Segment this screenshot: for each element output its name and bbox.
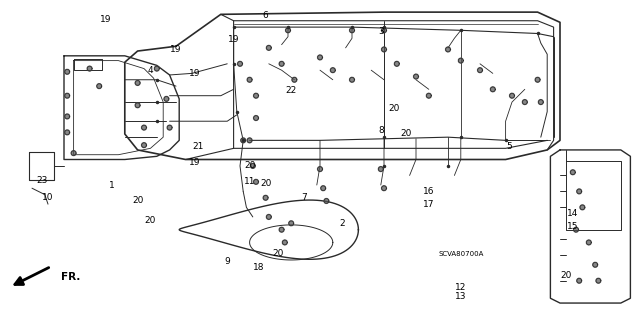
Text: 20: 20	[260, 179, 271, 188]
Polygon shape	[381, 186, 387, 191]
Polygon shape	[378, 167, 383, 172]
Polygon shape	[538, 100, 543, 105]
Text: 12: 12	[455, 283, 467, 292]
Polygon shape	[282, 240, 287, 245]
Polygon shape	[247, 77, 252, 82]
Text: 9: 9	[225, 257, 230, 266]
Polygon shape	[381, 28, 387, 33]
Polygon shape	[570, 170, 575, 175]
Text: 3: 3	[378, 27, 383, 36]
Polygon shape	[65, 69, 70, 74]
Text: 20: 20	[145, 216, 156, 225]
Text: 19: 19	[170, 45, 182, 54]
Polygon shape	[250, 163, 255, 168]
Polygon shape	[279, 227, 284, 232]
Text: 20: 20	[401, 130, 412, 138]
Polygon shape	[317, 167, 323, 172]
Text: 15: 15	[567, 222, 579, 231]
Polygon shape	[321, 186, 326, 191]
Polygon shape	[135, 103, 140, 108]
Polygon shape	[266, 214, 271, 219]
Polygon shape	[266, 45, 271, 50]
Polygon shape	[154, 66, 159, 71]
Polygon shape	[577, 189, 582, 194]
Polygon shape	[596, 278, 601, 283]
Polygon shape	[317, 55, 323, 60]
Polygon shape	[394, 61, 399, 66]
Polygon shape	[71, 151, 76, 156]
Text: 8: 8	[378, 126, 383, 135]
Polygon shape	[330, 68, 335, 73]
Polygon shape	[593, 262, 598, 267]
Text: 20: 20	[244, 161, 255, 170]
Polygon shape	[237, 61, 243, 66]
Text: 5: 5	[506, 142, 511, 151]
Text: 17: 17	[423, 200, 435, 209]
Text: 20: 20	[388, 104, 399, 113]
Text: 6: 6	[263, 11, 268, 20]
Polygon shape	[97, 84, 102, 89]
Text: 19: 19	[228, 35, 239, 44]
Text: 7: 7	[301, 193, 307, 202]
Polygon shape	[65, 93, 70, 98]
Polygon shape	[279, 61, 284, 66]
Text: 16: 16	[423, 187, 435, 196]
Polygon shape	[141, 143, 147, 148]
Text: 19: 19	[189, 69, 201, 78]
Polygon shape	[285, 28, 291, 33]
Polygon shape	[458, 58, 463, 63]
Polygon shape	[65, 130, 70, 135]
Polygon shape	[167, 125, 172, 130]
Text: 2: 2	[340, 219, 345, 228]
Polygon shape	[324, 198, 329, 204]
Polygon shape	[253, 179, 259, 184]
Polygon shape	[247, 138, 252, 143]
Polygon shape	[477, 68, 483, 73]
Text: 23: 23	[36, 176, 47, 185]
Text: 22: 22	[285, 86, 297, 95]
Text: 1: 1	[109, 181, 115, 189]
Polygon shape	[289, 221, 294, 226]
Text: 20: 20	[132, 197, 143, 205]
Polygon shape	[577, 278, 582, 283]
Polygon shape	[490, 87, 495, 92]
Polygon shape	[349, 28, 355, 33]
Polygon shape	[241, 138, 246, 143]
Text: 20: 20	[561, 271, 572, 280]
Text: 19: 19	[100, 15, 111, 24]
Polygon shape	[522, 100, 527, 105]
Polygon shape	[253, 115, 259, 121]
Polygon shape	[535, 77, 540, 82]
Text: 13: 13	[455, 292, 467, 301]
Text: 10: 10	[42, 193, 54, 202]
Polygon shape	[586, 240, 591, 245]
Polygon shape	[381, 47, 387, 52]
Text: 18: 18	[253, 263, 265, 272]
Polygon shape	[65, 114, 70, 119]
Polygon shape	[426, 93, 431, 98]
Polygon shape	[573, 227, 579, 232]
Polygon shape	[445, 47, 451, 52]
Polygon shape	[580, 205, 585, 210]
Text: SCVA80700A: SCVA80700A	[438, 251, 484, 256]
Polygon shape	[292, 77, 297, 82]
Text: 14: 14	[567, 209, 579, 218]
Polygon shape	[263, 195, 268, 200]
Polygon shape	[253, 93, 259, 98]
Polygon shape	[349, 77, 355, 82]
Text: 19: 19	[189, 158, 201, 167]
Polygon shape	[135, 80, 140, 85]
Text: 21: 21	[193, 142, 204, 151]
Polygon shape	[413, 74, 419, 79]
Polygon shape	[164, 96, 169, 101]
Text: 20: 20	[273, 249, 284, 258]
Text: FR.: FR.	[61, 271, 80, 282]
Text: 4: 4	[148, 66, 153, 75]
Polygon shape	[141, 125, 147, 130]
Polygon shape	[87, 66, 92, 71]
Polygon shape	[509, 93, 515, 98]
Text: 11: 11	[244, 177, 255, 186]
